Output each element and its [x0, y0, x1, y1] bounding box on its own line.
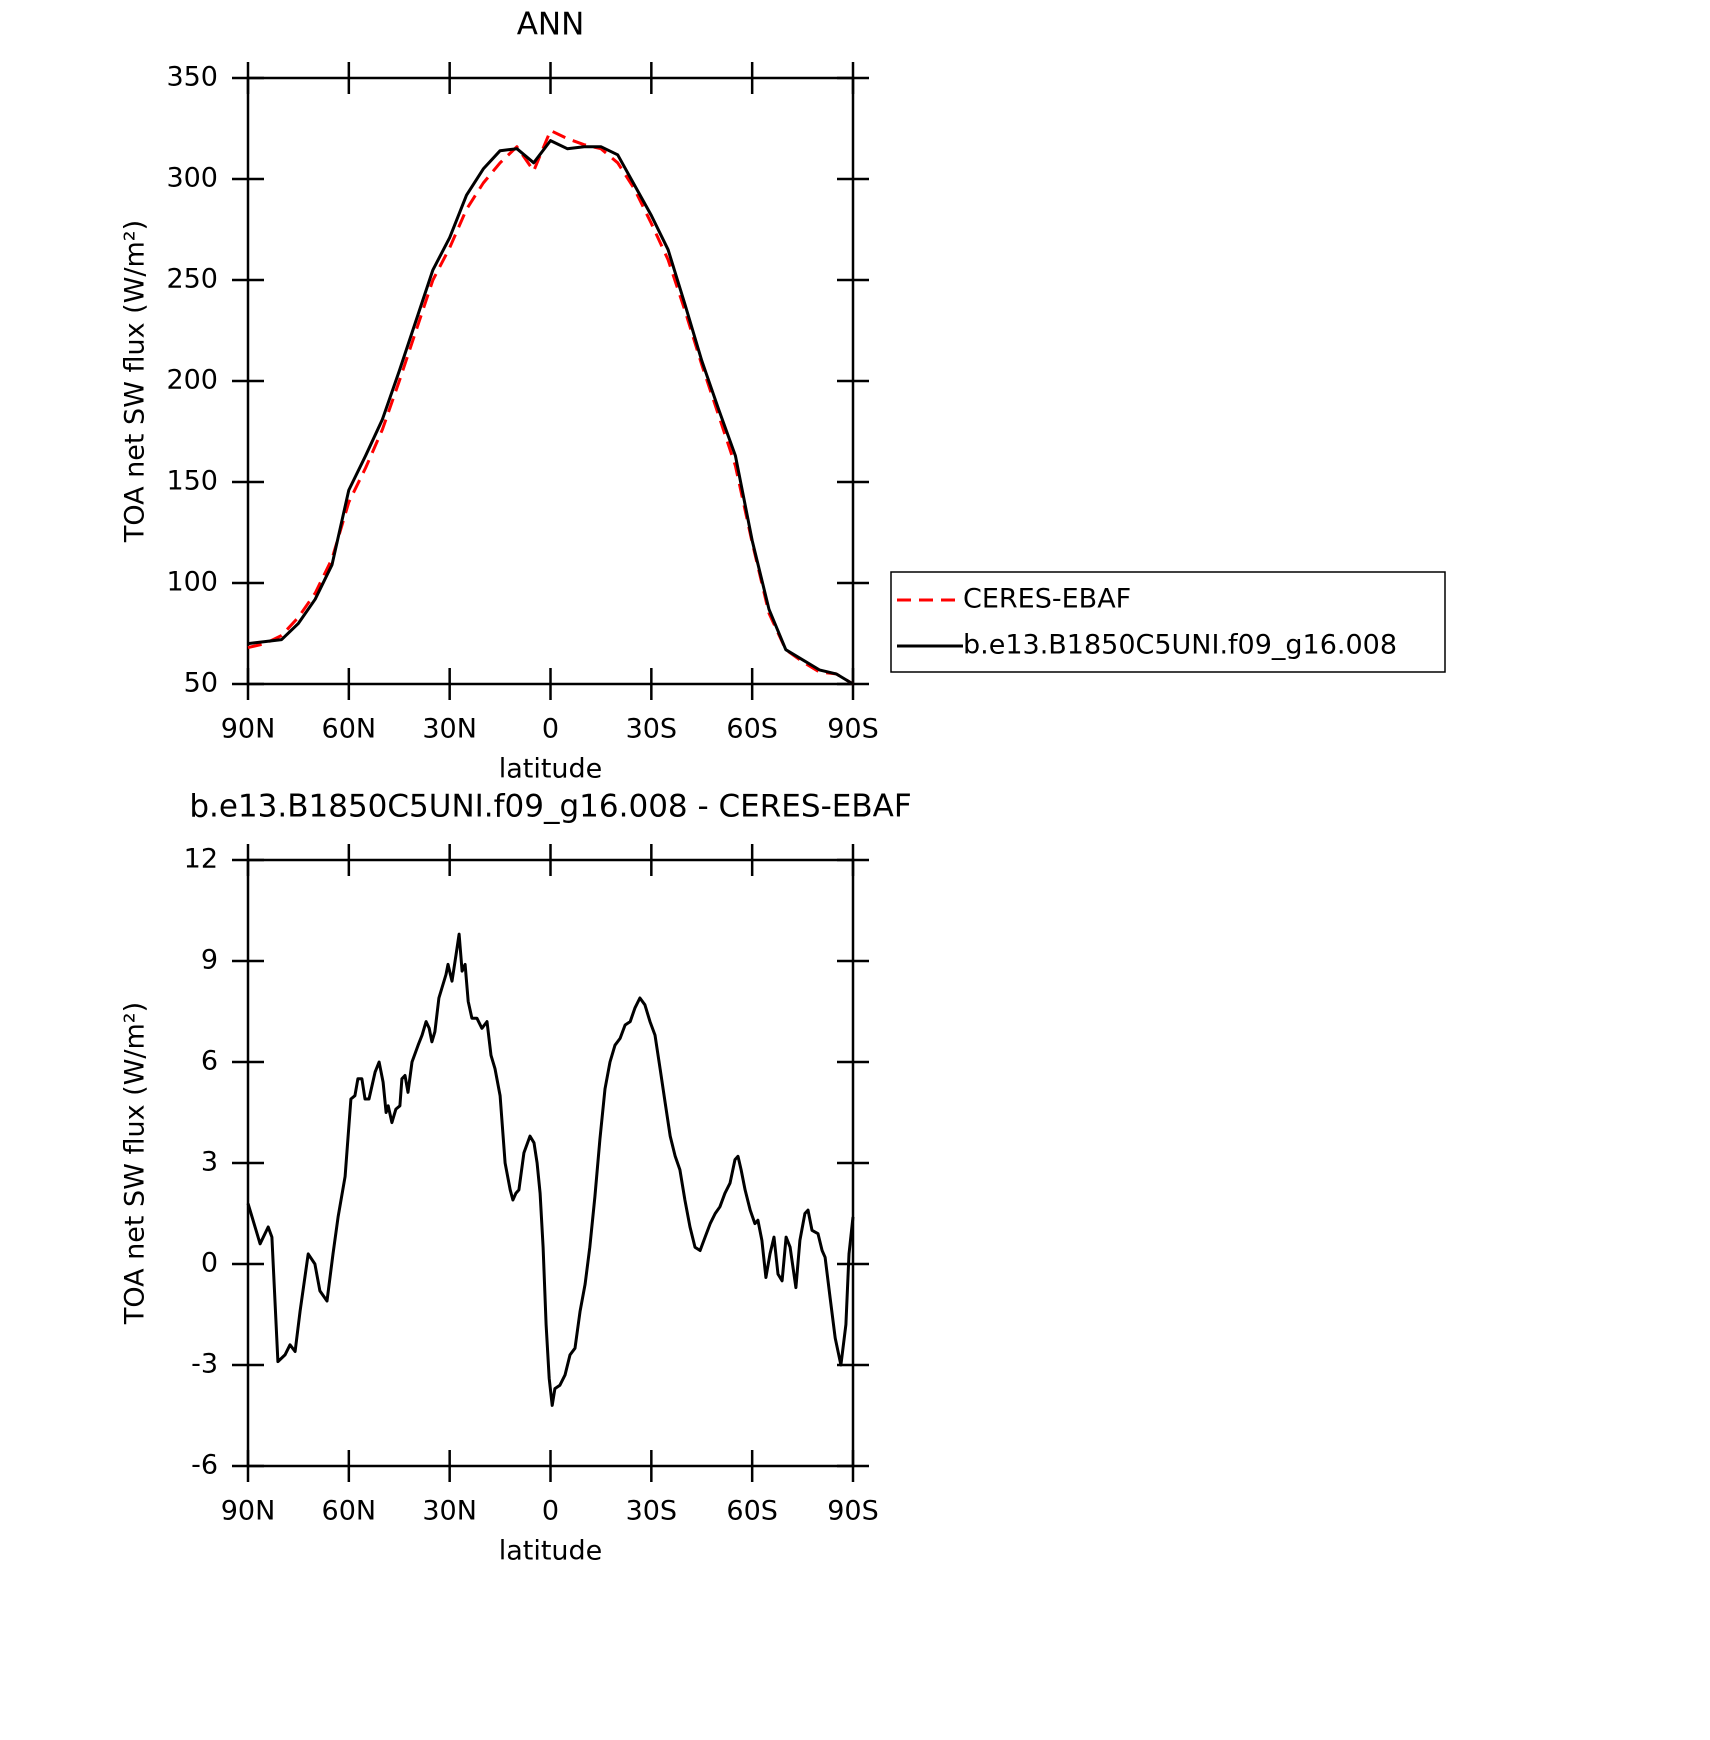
- x-tick-label: 90S: [827, 1496, 879, 1527]
- y-tick-label: 350: [166, 62, 218, 93]
- chart-title: ANN: [517, 7, 585, 43]
- data-line: [246, 932, 855, 1407]
- x-axis-label: latitude: [499, 754, 603, 785]
- y-tick-label: 0: [201, 1248, 218, 1279]
- y-tick-label: 250: [166, 264, 218, 295]
- y-axis-label: TOA net SW flux (W/m²): [120, 220, 151, 543]
- legend-box: [890, 571, 1446, 673]
- data-line: [247, 139, 854, 686]
- y-tick-label: -3: [191, 1349, 218, 1380]
- plot-area: [246, 932, 855, 1407]
- y-tick-label: 6: [201, 1046, 218, 1077]
- chart-title: b.e13.B1850C5UNI.f09_g16.008 - CERES-EBA…: [189, 789, 911, 825]
- y-tick-label: 300: [166, 163, 218, 194]
- legend-label: CERES-EBAF: [963, 584, 1131, 615]
- x-tick-label: 60S: [726, 1496, 778, 1527]
- x-tick-label: 90N: [221, 1496, 276, 1527]
- y-tick-label: 9: [201, 945, 218, 976]
- x-axis-label: latitude: [499, 1536, 603, 1567]
- y-tick-label: 200: [166, 365, 218, 396]
- x-tick-label: 60N: [322, 714, 377, 745]
- data-line: [247, 129, 854, 686]
- x-tick-label: 30N: [422, 714, 477, 745]
- y-tick-label: 100: [166, 567, 218, 598]
- plot-frame: [246, 858, 855, 1468]
- plot-area: [247, 129, 854, 686]
- x-tick-label: 0: [542, 1496, 559, 1527]
- x-tick-label: 60N: [322, 1496, 377, 1527]
- x-tick-label: 90S: [827, 714, 879, 745]
- x-tick-label: 90N: [221, 714, 276, 745]
- y-tick-label: -6: [191, 1450, 218, 1481]
- x-tick-label: 0: [542, 714, 559, 745]
- y-tick-label: 150: [166, 466, 218, 497]
- x-tick-label: 30N: [422, 1496, 477, 1527]
- x-tick-label: 30S: [626, 1496, 678, 1527]
- y-tick-label: 3: [201, 1147, 218, 1178]
- y-tick-label: 50: [184, 668, 218, 699]
- plot-frame: [246, 76, 855, 686]
- legend-label: b.e13.B1850C5UNI.f09_g16.008: [963, 630, 1397, 661]
- x-tick-label: 60S: [726, 714, 778, 745]
- y-tick-label: 12: [184, 844, 218, 875]
- y-axis-label: TOA net SW flux (W/m²): [120, 1002, 151, 1325]
- x-tick-label: 30S: [626, 714, 678, 745]
